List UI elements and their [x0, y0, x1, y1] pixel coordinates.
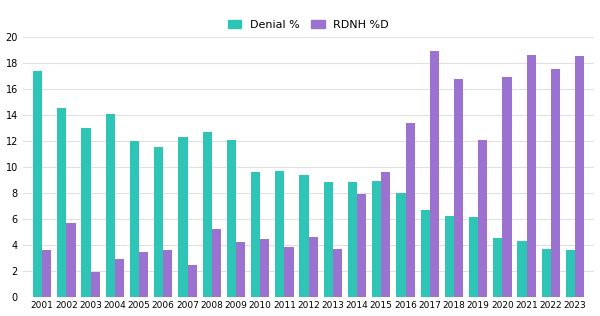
Bar [493, 238, 502, 297]
Bar [517, 241, 527, 297]
Bar [372, 181, 381, 297]
Bar [139, 252, 148, 297]
Bar [275, 171, 284, 297]
Bar [284, 247, 293, 297]
Bar [575, 57, 584, 297]
Bar [381, 172, 391, 297]
Bar [308, 237, 318, 297]
Bar [91, 272, 100, 297]
Bar [333, 249, 342, 297]
Bar [82, 128, 91, 297]
Bar [33, 71, 42, 297]
Bar [42, 250, 52, 297]
Bar [154, 147, 163, 297]
Bar [236, 242, 245, 297]
Legend: Denial %, RDNH %D: Denial %, RDNH %D [225, 16, 392, 33]
Bar [421, 210, 430, 297]
Bar [527, 55, 536, 297]
Bar [542, 249, 551, 297]
Bar [106, 113, 115, 297]
Bar [445, 216, 454, 297]
Bar [478, 140, 487, 297]
Bar [67, 222, 76, 297]
Bar [299, 174, 308, 297]
Bar [566, 250, 575, 297]
Bar [454, 78, 463, 297]
Bar [203, 132, 212, 297]
Bar [469, 217, 478, 297]
Bar [130, 141, 139, 297]
Bar [323, 182, 333, 297]
Bar [251, 172, 260, 297]
Bar [163, 250, 172, 297]
Bar [551, 70, 560, 297]
Bar [357, 194, 366, 297]
Bar [227, 140, 236, 297]
Bar [115, 259, 124, 297]
Bar [260, 240, 269, 297]
Bar [57, 108, 67, 297]
Bar [502, 77, 512, 297]
Bar [397, 193, 406, 297]
Bar [430, 51, 439, 297]
Bar [178, 137, 188, 297]
Bar [188, 265, 197, 297]
Bar [348, 182, 357, 297]
Bar [212, 229, 221, 297]
Bar [406, 123, 415, 297]
